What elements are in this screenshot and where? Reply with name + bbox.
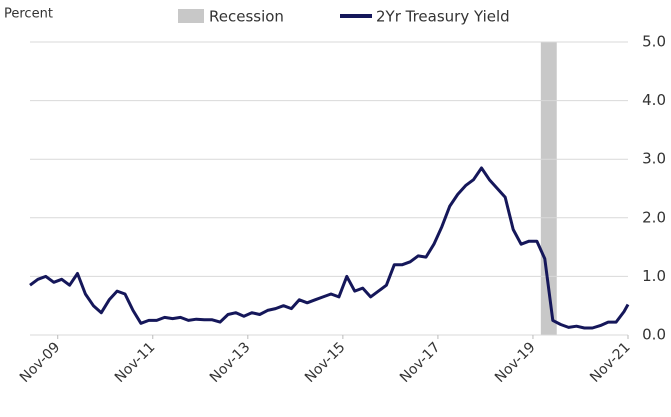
- x-tick-label: Nov-11: [112, 339, 159, 386]
- y-tick-label: 3.0: [642, 150, 666, 168]
- x-tick-label: Nov-13: [207, 339, 254, 386]
- x-tick-label: Nov-17: [397, 339, 444, 386]
- legend-label: Recession: [209, 8, 284, 26]
- y-tick-label: 5.0: [642, 33, 666, 51]
- x-tick-label: Nov-15: [302, 339, 349, 386]
- legend-swatch: [178, 9, 204, 23]
- x-tick-label: Nov-09: [17, 339, 64, 386]
- y-axis-label: Percent: [4, 7, 53, 22]
- y-tick-label: 1.0: [642, 267, 666, 285]
- legend-label: 2Yr Treasury Yield: [376, 8, 510, 26]
- x-tick-label: Nov-19: [492, 339, 539, 386]
- y-tick-label: 2.0: [642, 208, 666, 226]
- x-tick-label: Nov-21: [587, 339, 634, 386]
- y-tick-label: 0.0: [642, 326, 666, 344]
- series-line: [29, 166, 630, 330]
- y-tick-label: 4.0: [642, 91, 666, 109]
